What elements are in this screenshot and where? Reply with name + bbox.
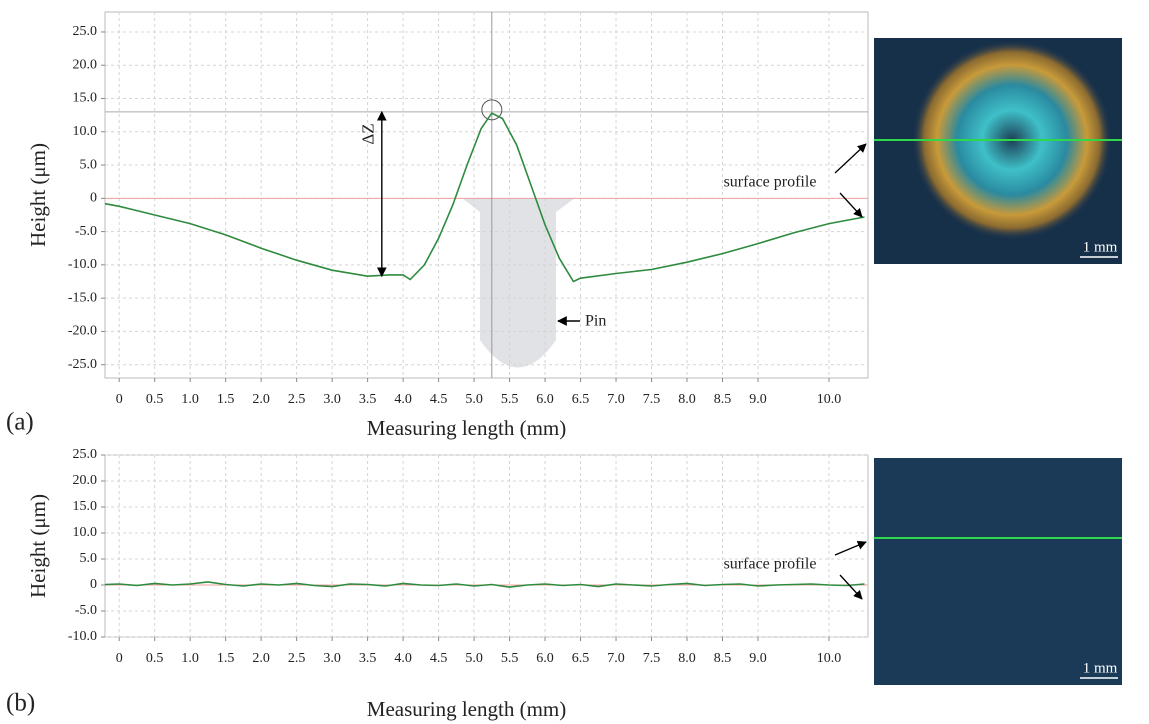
x-tick-label: 6.0 <box>536 392 554 407</box>
y-tick-label: 5.0 <box>80 551 98 566</box>
plot-area <box>104 454 869 638</box>
y-tick-label: -10.0 <box>68 629 97 644</box>
y-axis-title: Height (μm) <box>26 494 50 598</box>
y-tick-label: 20.0 <box>73 57 98 72</box>
x-tick-label: 5.5 <box>501 392 519 407</box>
panel-label: (b) <box>6 690 35 717</box>
panel-label: (a) <box>6 409 34 436</box>
x-tick-label: 10.0 <box>817 392 842 407</box>
x-tick-label: 1.5 <box>217 392 235 407</box>
y-tick-label: 0 <box>90 191 97 206</box>
x-tick-label: 6.5 <box>572 651 590 666</box>
x-tick-label: 6.0 <box>536 651 554 666</box>
x-tick-label: 5.0 <box>465 651 483 666</box>
x-tick-label: 3.5 <box>359 392 377 407</box>
x-tick-label: 1.0 <box>181 651 199 666</box>
x-tick-label: 4.0 <box>394 651 412 666</box>
y-axis-title: Height (μm) <box>26 143 50 247</box>
profile-line <box>104 581 865 588</box>
pin-label: Pin <box>585 313 606 330</box>
x-tick-label: 4.5 <box>430 392 448 407</box>
x-tick-label: 1.0 <box>181 392 199 407</box>
x-tick-label: 4.0 <box>394 392 412 407</box>
delta-z-label: ΔZ <box>359 123 378 144</box>
y-tick-label: 5.0 <box>80 157 98 172</box>
y-tick-label: 25.0 <box>73 24 98 39</box>
y-tick-label: -5.0 <box>75 224 97 239</box>
x-tick-label: 2.0 <box>252 651 270 666</box>
x-tick-label: 7.5 <box>643 392 661 407</box>
x-tick-label: 7.0 <box>607 392 625 407</box>
y-tick-label: 0 <box>90 577 97 592</box>
x-tick-label: 3.0 <box>323 392 341 407</box>
profile-line <box>104 112 865 283</box>
x-tick-label: 0 <box>116 651 123 666</box>
y-tick-label: 15.0 <box>73 499 98 514</box>
peak-circle <box>481 99 503 121</box>
profile-arrow <box>839 574 863 600</box>
x-tick-label: 2.0 <box>252 392 270 407</box>
x-tick-label: 10.0 <box>817 651 842 666</box>
x-tick-label: 7.5 <box>643 651 661 666</box>
y-tick-label: 15.0 <box>73 91 98 106</box>
micrograph-a <box>874 38 1122 264</box>
pin-shape <box>462 198 575 368</box>
x-tick-label: 3.0 <box>323 651 341 666</box>
x-tick-label: 5.5 <box>501 651 519 666</box>
profile-label: surface profile <box>724 556 817 573</box>
y-tick-label: -25.0 <box>68 357 97 372</box>
x-tick-label: 0 <box>116 392 123 407</box>
x-tick-label: 0.5 <box>146 651 164 666</box>
x-tick-label: 7.0 <box>607 651 625 666</box>
x-tick-label: 8.0 <box>678 651 696 666</box>
x-tick-label: 8.0 <box>678 392 696 407</box>
x-tick-label: 0.5 <box>146 392 164 407</box>
y-tick-label: 10.0 <box>73 124 98 139</box>
profile-arrow <box>834 540 867 556</box>
y-tick-label: -20.0 <box>68 324 97 339</box>
scale-bar-label: 1 mm <box>1083 239 1118 255</box>
x-tick-label: 3.5 <box>359 651 377 666</box>
x-tick-label: 6.5 <box>572 392 590 407</box>
y-tick-label: -10.0 <box>68 257 97 272</box>
micrograph-b <box>874 458 1122 685</box>
profile-label: surface profile <box>724 174 817 191</box>
x-tick-label: 9.0 <box>749 392 767 407</box>
x-axis-title: Measuring length (mm) <box>367 416 566 440</box>
plot-area <box>104 11 869 379</box>
profile-arrow <box>834 143 867 174</box>
scale-bar-label: 1 mm <box>1083 660 1118 676</box>
y-tick-label: 25.0 <box>73 447 98 462</box>
x-tick-label: 5.0 <box>465 392 483 407</box>
x-tick-label: 8.5 <box>714 392 732 407</box>
profile-arrow <box>839 192 863 218</box>
x-tick-label: 9.0 <box>749 651 767 666</box>
y-tick-label: 20.0 <box>73 473 98 488</box>
y-tick-label: 10.0 <box>73 525 98 540</box>
x-tick-label: 1.5 <box>217 651 235 666</box>
x-tick-label: 8.5 <box>714 651 732 666</box>
x-tick-label: 2.5 <box>288 392 306 407</box>
x-axis-title: Measuring length (mm) <box>367 697 566 721</box>
y-tick-label: -5.0 <box>75 603 97 618</box>
x-tick-label: 4.5 <box>430 651 448 666</box>
x-tick-label: 2.5 <box>288 651 306 666</box>
y-tick-label: -15.0 <box>68 290 97 305</box>
